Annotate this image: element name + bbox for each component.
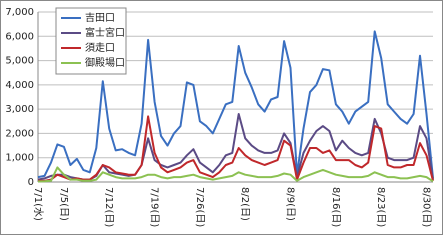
x-tick-label: 8/23(日) xyxy=(375,187,386,227)
y-tick-label: 6,000 xyxy=(5,31,34,42)
y-tick-label: 4,000 xyxy=(5,80,34,91)
y-tick-label: 5,000 xyxy=(5,56,34,67)
y-tick-label: 2,000 xyxy=(5,128,34,139)
series-line xyxy=(37,166,434,183)
x-tick-label: 7/12(日) xyxy=(103,187,114,227)
legend-label: 富士宮口 xyxy=(85,26,125,39)
series-line xyxy=(37,30,434,179)
y-tick-label: 7,000 xyxy=(5,7,34,18)
y-tick-label: 3,000 xyxy=(5,104,34,115)
y-tick-label: 1,000 xyxy=(5,153,34,164)
x-tick-label: 8/9(日) xyxy=(285,187,296,221)
chart: 0 1,000 2,000 3,000 4,000 5,000 6,000 7,000 7/1(… xyxy=(0,0,443,235)
x-tick-label: 8/16(日) xyxy=(330,187,341,227)
legend-label: 御殿場口 xyxy=(85,56,125,69)
page: {"chart_data": {"type": "line", "categor… xyxy=(0,0,443,235)
x-tick-label: 7/26(日) xyxy=(194,187,205,227)
y-tick-label: 0 xyxy=(28,177,34,188)
legend-label: 吉田口 xyxy=(85,12,115,24)
x-tick-label: 8/2(日) xyxy=(239,187,250,221)
x-tick-label: 8/30(日) xyxy=(421,187,432,227)
legend-label: 須走口 xyxy=(85,42,115,54)
x-tick-label: 7/19(日) xyxy=(149,187,160,227)
series-line xyxy=(38,115,434,182)
x-tick-label: 7/1(水) xyxy=(32,187,44,221)
x-tick-label: 7/5(日) xyxy=(58,187,69,221)
